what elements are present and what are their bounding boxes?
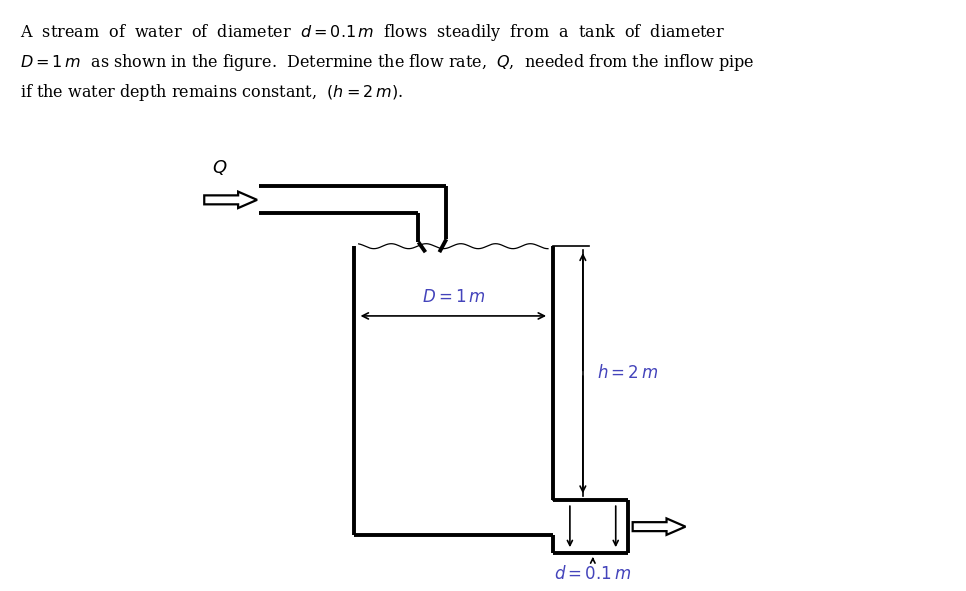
Polygon shape: [204, 191, 257, 208]
Polygon shape: [633, 518, 686, 535]
Text: if the water depth remains constant,  $(h = 2\,m)$.: if the water depth remains constant, $(h…: [20, 82, 403, 103]
Text: $h = 2\,m$: $h = 2\,m$: [597, 364, 658, 382]
Text: $D = 1\,m$  as shown in the figure.  Determine the flow rate,  $Q$,  needed from: $D = 1\,m$ as shown in the figure. Deter…: [20, 52, 754, 73]
Text: $D = 1\,m$: $D = 1\,m$: [421, 289, 485, 306]
Text: A  stream  of  water  of  diameter  $d = 0.1\,m$  flows  steadily  from  a  tank: A stream of water of diameter $d = 0.1\,…: [20, 22, 725, 43]
Text: $Q$: $Q$: [213, 158, 228, 177]
Text: $d = 0.1\,m$: $d = 0.1\,m$: [554, 565, 632, 583]
